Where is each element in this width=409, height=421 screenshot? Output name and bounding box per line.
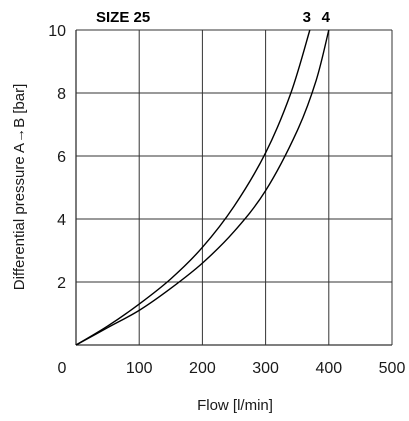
series-label-4: 4 [322, 9, 331, 26]
y-axis-label: Differential pressure A→B [bar] [11, 84, 28, 290]
x-tick-label-400: 400 [315, 360, 342, 377]
y-tick-label-4: 4 [57, 212, 66, 229]
chart-title: SIZE 25 [96, 9, 150, 26]
x-axis-label: Flow [l/min] [197, 397, 273, 414]
y-tick-label-2: 2 [57, 275, 66, 292]
series-label-3: 3 [303, 9, 311, 26]
grid-lines [76, 29, 393, 345]
x-tick-label-300: 300 [252, 360, 279, 377]
x-tick-label-200: 200 [189, 360, 216, 377]
x-tick-label-500: 500 [379, 360, 406, 377]
y-tick-label-10: 10 [48, 23, 66, 40]
series-lines [75, 29, 330, 346]
tick-labels: 0 100 200 300 400 500 2 4 6 8 10 [48, 23, 405, 377]
series-line-4 [75, 29, 330, 346]
x-tick-label-0: 0 [58, 360, 67, 377]
x-tick-label-100: 100 [126, 360, 153, 377]
y-tick-label-8: 8 [57, 86, 66, 103]
plot-frame [75, 30, 392, 346]
y-tick-label-6: 6 [57, 149, 66, 166]
series-line-3 [75, 29, 311, 346]
